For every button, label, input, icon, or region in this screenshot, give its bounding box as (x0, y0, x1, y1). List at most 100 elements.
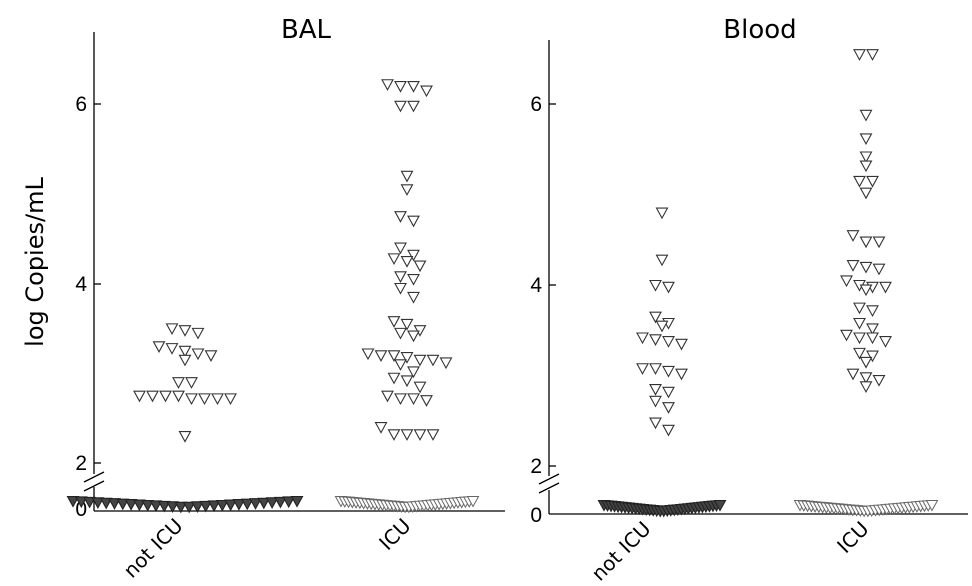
data-point (240, 498, 254, 511)
data-point (866, 350, 879, 363)
data-point (394, 327, 407, 340)
data-point (273, 496, 287, 509)
data-point (649, 334, 662, 346)
bal-tick-label-6: 6 (75, 93, 87, 116)
data-point (224, 393, 237, 406)
data-point (649, 279, 662, 292)
data-point (83, 496, 97, 509)
bal-tick-label-4: 4 (75, 273, 87, 296)
data-point (374, 350, 388, 362)
data-point (215, 499, 229, 512)
data-point (172, 377, 185, 389)
data-point (394, 393, 407, 406)
y-axis-label: log Copies/mL (21, 177, 49, 347)
panel-title-bal: BAL (281, 15, 332, 45)
blood-tick-label-0: 0 (530, 504, 542, 527)
bal-not-icu-points (66, 323, 304, 514)
data-point (859, 261, 873, 274)
blood-category-label-icu: ICU (832, 517, 873, 558)
bal-tick-label-0: 0 (75, 498, 87, 521)
data-point (282, 496, 296, 509)
blood-tick-label-6: 6 (530, 93, 542, 116)
data-point (925, 500, 939, 512)
blood-tick-label-4: 4 (530, 274, 542, 297)
data-point (232, 499, 246, 511)
data-point (859, 133, 873, 146)
data-point (859, 236, 873, 249)
bal-axis-break-2 (83, 480, 105, 492)
data-point (178, 325, 192, 337)
data-point (204, 350, 218, 362)
data-point (426, 354, 440, 367)
panel-title-blood: Blood (723, 15, 796, 45)
data-point (387, 316, 401, 328)
data-point (207, 500, 221, 513)
data-point (420, 395, 433, 407)
data-point (191, 348, 205, 361)
data-point (265, 497, 279, 509)
data-point (249, 498, 262, 510)
data-point (407, 366, 420, 379)
data-point (394, 282, 407, 295)
data-point (198, 393, 211, 406)
data-point (407, 393, 420, 406)
data-point (400, 256, 414, 268)
data-point (859, 381, 873, 394)
bal-category-label-icu: ICU (374, 514, 415, 555)
data-point (853, 347, 866, 360)
data-point (713, 499, 727, 512)
bal-axis-break-1 (83, 471, 105, 483)
data-point (172, 390, 185, 403)
data-point (400, 375, 414, 388)
data-point (649, 417, 662, 430)
data-point (853, 317, 866, 330)
data-point (872, 374, 886, 387)
data-point (853, 49, 866, 61)
data-point (853, 175, 866, 188)
data-point (846, 260, 860, 272)
data-point (133, 390, 146, 403)
data-point (185, 377, 198, 389)
data-point (649, 395, 662, 408)
blood-axis-break-2 (538, 482, 560, 494)
data-point (840, 329, 853, 342)
data-point (387, 253, 401, 266)
data-point (394, 100, 407, 113)
data-point (178, 345, 192, 358)
data-point (859, 160, 873, 173)
data-point (879, 281, 892, 294)
data-point (649, 363, 662, 375)
data-point (257, 497, 271, 510)
data-point (872, 263, 886, 276)
data-point (146, 390, 159, 403)
data-point (407, 249, 420, 262)
data-point (413, 354, 427, 367)
data-point (846, 368, 860, 381)
data-point (853, 332, 866, 345)
data-point (387, 350, 401, 362)
blood-category-label-not-icu: not ICU (587, 517, 656, 586)
data-point (178, 431, 192, 443)
data-point (400, 170, 414, 183)
data-point (853, 302, 866, 315)
data-point (361, 348, 375, 361)
data-point (166, 501, 179, 513)
bal-icu-points (334, 79, 480, 514)
data-point (636, 363, 649, 375)
data-point (407, 215, 420, 228)
data-point (655, 254, 669, 267)
data-point (381, 79, 394, 91)
data-point (840, 275, 853, 288)
data-point (400, 429, 414, 441)
data-point (866, 332, 879, 345)
data-point (394, 359, 407, 371)
data-point (199, 500, 213, 513)
data-point (394, 271, 407, 283)
data-point (174, 501, 188, 514)
data-point (407, 81, 420, 93)
data-point (675, 368, 688, 381)
panel-bal: BAL 6 4 2 0 not ICU ICU (66, 15, 505, 583)
data-point (859, 372, 873, 384)
data-point (381, 390, 394, 403)
data-point (413, 429, 427, 441)
